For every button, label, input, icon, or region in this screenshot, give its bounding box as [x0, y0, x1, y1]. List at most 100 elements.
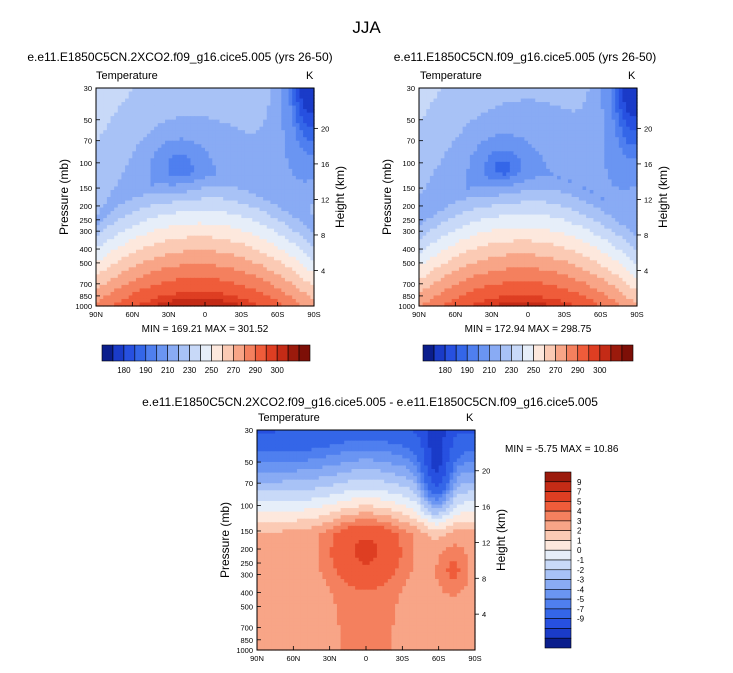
contour-cell	[263, 102, 268, 107]
contour-cell	[96, 179, 101, 184]
contour-cell	[244, 242, 250, 247]
contour-cell	[284, 165, 290, 170]
contour-cell	[161, 126, 166, 131]
contour-cell	[150, 102, 155, 107]
contour-cell	[303, 246, 308, 251]
contour-cell	[248, 228, 253, 233]
contour-cell	[114, 263, 119, 268]
contour-cell	[201, 246, 206, 251]
contour-cell	[237, 182, 242, 188]
contour-cell	[135, 186, 141, 191]
contour-cell	[205, 137, 210, 142]
contour-cell	[183, 140, 188, 145]
contour-cell	[295, 249, 301, 254]
contour-cell	[183, 123, 188, 128]
contour-cell	[520, 147, 525, 152]
contour-cell	[230, 235, 235, 240]
contour-cell	[491, 116, 496, 121]
contour-cell	[444, 126, 449, 131]
contour-cell	[110, 116, 115, 121]
contour-cell	[281, 182, 286, 188]
contour-cell	[520, 119, 525, 124]
contour-cell	[125, 260, 130, 265]
contour-cell	[462, 109, 467, 114]
contour-cell	[234, 116, 239, 121]
contour-cell	[469, 151, 475, 156]
contour-cell	[553, 109, 558, 114]
contour-cell	[466, 102, 471, 107]
contour-cell	[161, 302, 166, 307]
contour-cell	[114, 147, 119, 152]
contour-cell	[106, 168, 112, 173]
contour-cell	[535, 109, 540, 114]
contour-cell	[161, 182, 166, 188]
contour-cell	[299, 189, 304, 195]
contour-cell	[96, 151, 101, 156]
contour-cell	[223, 193, 228, 198]
contour-cell	[161, 133, 166, 138]
contour-cell	[629, 144, 634, 149]
contour-cell	[270, 197, 275, 202]
contour-cell	[419, 130, 424, 135]
contour-cell	[284, 119, 290, 124]
contour-cell	[564, 102, 569, 107]
contour-cell	[600, 130, 605, 135]
contour-cell	[607, 91, 613, 96]
contour-cell	[226, 197, 232, 202]
contour-cell	[110, 179, 115, 184]
contour-cell	[208, 112, 213, 117]
contour-cell	[546, 147, 551, 152]
contour-cell	[274, 211, 279, 216]
contour-cell	[172, 161, 177, 166]
contour-cell	[248, 204, 253, 209]
contour-cell	[121, 168, 126, 173]
contour-cell	[509, 98, 515, 103]
contour-cell	[234, 239, 239, 244]
contour-cell	[270, 165, 275, 170]
contour-cell	[96, 274, 101, 279]
contour-cell	[139, 147, 144, 152]
contour-cell	[517, 130, 522, 135]
contour-cell	[303, 211, 308, 216]
contour-cell	[248, 186, 253, 191]
contour-cell	[310, 193, 315, 198]
contour-cell	[230, 218, 235, 223]
contour-cell	[433, 112, 438, 117]
contour-cell	[491, 123, 496, 128]
contour-cell	[448, 102, 453, 107]
contour-cell	[284, 151, 290, 156]
contour-cell	[629, 133, 634, 138]
contour-cell	[194, 242, 199, 247]
contour-cell	[248, 260, 253, 265]
contour-cell	[448, 151, 453, 156]
contour-cell	[498, 88, 504, 93]
contour-cell	[292, 281, 297, 286]
contour-cell	[190, 207, 195, 212]
contour-cell	[146, 161, 152, 166]
contour-cell	[190, 277, 195, 282]
contour-cell	[234, 228, 239, 233]
contour-cell	[263, 193, 268, 198]
contour-cell	[495, 102, 500, 107]
contour-cell	[157, 207, 162, 212]
contour-cell	[557, 98, 562, 103]
contour-cell	[117, 281, 123, 286]
contour-cell	[535, 105, 540, 110]
contour-cell	[114, 98, 119, 103]
contour-cell	[157, 256, 162, 261]
contour-cell	[194, 140, 199, 145]
contour-cell	[139, 225, 144, 230]
contour-cell	[223, 95, 228, 100]
contour-cell	[484, 140, 489, 145]
contour-cell	[633, 140, 638, 145]
contour-cell	[168, 158, 173, 163]
contour-cell	[190, 91, 195, 96]
contour-cell	[528, 102, 533, 107]
contour-cell	[154, 154, 159, 159]
contour-cell	[266, 137, 271, 142]
contour-cell	[509, 102, 515, 107]
contour-cell	[183, 116, 188, 121]
contour-cell	[234, 168, 239, 173]
contour-cell	[509, 91, 515, 96]
contour-cell	[183, 242, 188, 247]
